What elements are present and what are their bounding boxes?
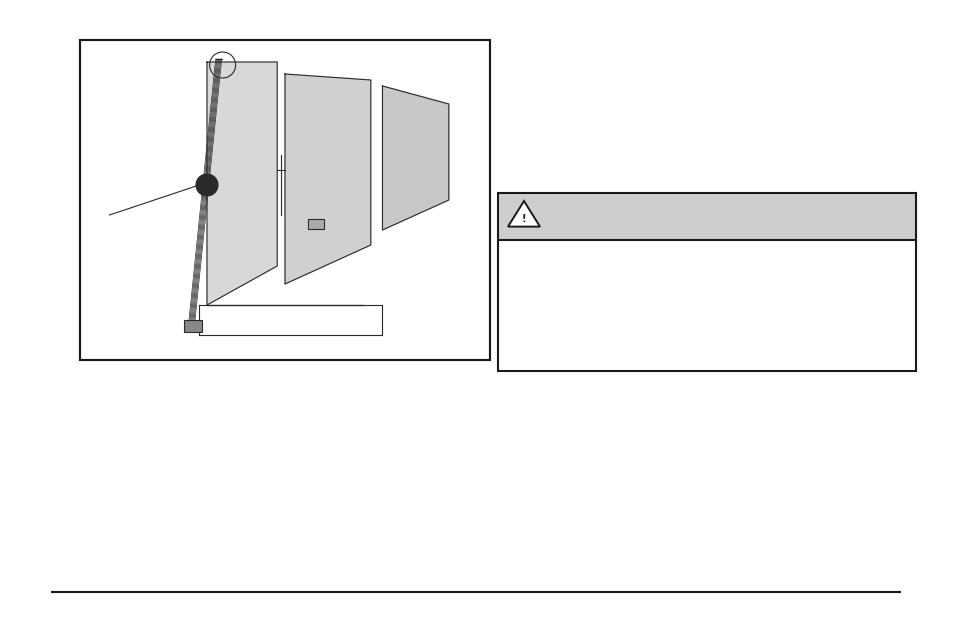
Bar [497,193,915,371]
Bar [308,219,324,229]
Bar [90,50,479,350]
Polygon shape [285,74,371,284]
Bar [183,320,201,332]
Text: !: ! [521,214,526,225]
Polygon shape [207,62,277,305]
Bar [497,193,915,240]
Bar [80,40,490,360]
Bar [497,240,915,371]
Circle shape [195,174,218,196]
Polygon shape [382,86,448,230]
Bar [80,40,490,360]
Polygon shape [507,201,539,226]
